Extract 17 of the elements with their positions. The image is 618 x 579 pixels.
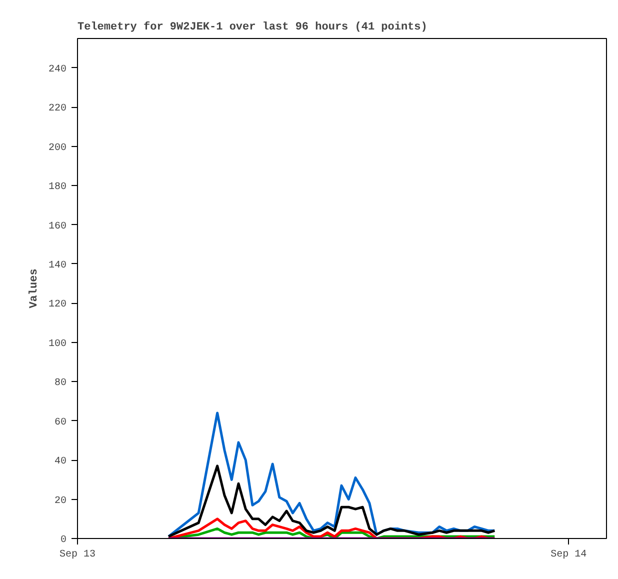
y-tick-label: 160 xyxy=(48,221,67,232)
y-tick-label: 120 xyxy=(48,300,67,311)
y-tick-label: 100 xyxy=(48,338,67,350)
x-tick-label: Sep 13 xyxy=(59,550,96,560)
y-tick-label: 60 xyxy=(54,417,67,428)
y-axis-title: Values xyxy=(28,268,40,308)
y-tick-label: 40 xyxy=(54,456,67,468)
y-tick-label: 180 xyxy=(48,182,67,194)
y-tick-label: 200 xyxy=(48,142,67,154)
y-tick-label: 240 xyxy=(48,64,67,76)
y-tick-label: 0 xyxy=(60,535,67,546)
y-tick-label: 140 xyxy=(48,260,67,272)
y-tick-label: 20 xyxy=(54,496,67,507)
y-tick-label: 220 xyxy=(48,104,67,115)
chart-title: Telemetry for 9W2JEK-1 over last 96 hours (41 points) xyxy=(78,20,428,34)
y-tick-label: 80 xyxy=(54,378,67,390)
x-tick-label: Sep 14 xyxy=(550,550,587,560)
